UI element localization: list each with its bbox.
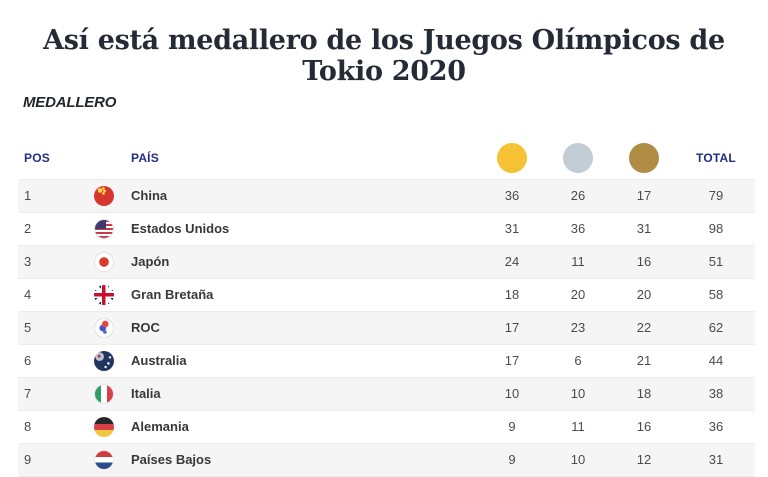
bronze-count: 12 xyxy=(636,452,652,467)
flag-cell xyxy=(94,344,126,377)
country-cell: Japón xyxy=(131,254,170,269)
flag-cell xyxy=(94,443,126,476)
total-count: 38 xyxy=(708,386,724,401)
country-cell: Estados Unidos xyxy=(131,221,230,236)
bronze-count: 21 xyxy=(636,353,652,368)
flag-cell xyxy=(94,377,126,410)
country-cell: ROC xyxy=(131,320,160,335)
table-row: 6 Australia 17 6 21 44 xyxy=(18,344,755,377)
silver-count: 26 xyxy=(570,188,586,203)
pos-cell: 1 xyxy=(24,188,32,203)
bronze-count: 22 xyxy=(636,320,652,335)
flag-china-icon xyxy=(94,185,114,206)
total-count: 98 xyxy=(708,221,724,236)
silver-count: 11 xyxy=(571,419,585,434)
header-bronze xyxy=(611,137,677,179)
flag-cell xyxy=(94,212,126,245)
header-pos: POS xyxy=(24,150,50,165)
pos-cell: 3 xyxy=(24,254,32,269)
country-cell: Italia xyxy=(131,386,161,401)
silver-count: 10 xyxy=(570,386,586,401)
gold-count: 36 xyxy=(504,188,520,203)
table-row: 9 Países Bajos 9 10 12 31 xyxy=(18,443,755,476)
country-cell: Australia xyxy=(131,353,187,368)
bronze-count: 17 xyxy=(636,188,652,203)
silver-count: 20 xyxy=(570,287,586,302)
gold-count: 31 xyxy=(504,221,520,236)
country-cell: Países Bajos xyxy=(131,452,212,467)
silver-count: 11 xyxy=(571,254,585,269)
table-row: 8 Alemania 9 11 16 36 xyxy=(18,410,755,443)
silver-count: 36 xyxy=(570,221,586,236)
gold-count: 17 xyxy=(504,353,520,368)
flag-netherlands-icon xyxy=(94,449,114,470)
header-flag-spacer xyxy=(94,137,126,179)
gold-count: 9 xyxy=(508,419,516,434)
header-silver xyxy=(545,137,611,179)
gold-count: 10 xyxy=(504,386,520,401)
silver-medal-icon xyxy=(563,142,593,173)
pos-cell: 8 xyxy=(24,419,32,434)
gold-count: 24 xyxy=(504,254,520,269)
flag-cell xyxy=(94,410,126,443)
bronze-count: 20 xyxy=(636,287,652,302)
pos-cell: 2 xyxy=(24,221,32,236)
bronze-count: 16 xyxy=(636,254,652,269)
page-title: Así está medallero de los Juegos Olímpic… xyxy=(43,25,725,87)
pos-cell: 7 xyxy=(24,386,32,401)
table-row: 3 Japón 24 11 16 51 xyxy=(18,245,755,278)
flag-cell xyxy=(94,278,126,311)
flag-cell xyxy=(94,245,126,278)
gold-medal-icon xyxy=(497,142,527,173)
total-count: 51 xyxy=(708,254,724,269)
flag-japan-icon xyxy=(94,251,114,272)
bronze-medal-icon xyxy=(629,142,659,173)
table-header-row: POS PAÍS TOTAL xyxy=(18,137,755,179)
country-cell: China xyxy=(131,188,168,203)
flag-australia-icon xyxy=(94,350,114,371)
pos-cell: 6 xyxy=(24,353,32,368)
header-total: TOTAL xyxy=(696,150,736,165)
silver-count: 10 xyxy=(570,452,586,467)
flag-usa-icon xyxy=(94,218,114,239)
total-count: 36 xyxy=(708,419,724,434)
flag-italy-icon xyxy=(94,383,114,404)
bronze-count: 18 xyxy=(636,386,652,401)
flag-germany-icon xyxy=(94,416,114,437)
flag-uk-icon xyxy=(94,284,114,305)
table-row: 1 China 36 26 17 79 xyxy=(18,179,755,212)
table-row: 4 Gran Bretaña 18 20 20 58 xyxy=(18,278,755,311)
total-count: 62 xyxy=(708,320,724,335)
country-cell: Gran Bretaña xyxy=(131,287,214,302)
flag-roc-icon xyxy=(94,317,114,338)
table-row: 7 Italia 10 10 18 38 xyxy=(18,377,755,410)
country-cell: Alemania xyxy=(131,419,189,434)
header-country: PAÍS xyxy=(131,150,159,165)
silver-count: 23 xyxy=(570,320,586,335)
total-count: 58 xyxy=(708,287,724,302)
pos-cell: 9 xyxy=(24,452,32,467)
section-label: MEDALLERO xyxy=(23,94,117,111)
pos-cell: 5 xyxy=(24,320,32,335)
bronze-count: 31 xyxy=(636,221,652,236)
medal-table: POS PAÍS TOTAL 1 China 36 26 17 79 2 Estados Un… xyxy=(18,137,755,477)
table-row: 2 Estados Unidos 31 36 31 98 xyxy=(18,212,755,245)
gold-count: 9 xyxy=(508,452,516,467)
flag-cell xyxy=(94,179,126,212)
pos-cell: 4 xyxy=(24,287,32,302)
total-count: 79 xyxy=(708,188,724,203)
flag-cell xyxy=(94,311,126,344)
gold-count: 17 xyxy=(504,320,520,335)
silver-count: 6 xyxy=(574,353,582,368)
total-count: 44 xyxy=(708,353,724,368)
bronze-count: 16 xyxy=(636,419,652,434)
header-gold xyxy=(479,137,545,179)
table-row: 5 ROC 17 23 22 62 xyxy=(18,311,755,344)
gold-count: 18 xyxy=(504,287,520,302)
total-count: 31 xyxy=(708,452,724,467)
